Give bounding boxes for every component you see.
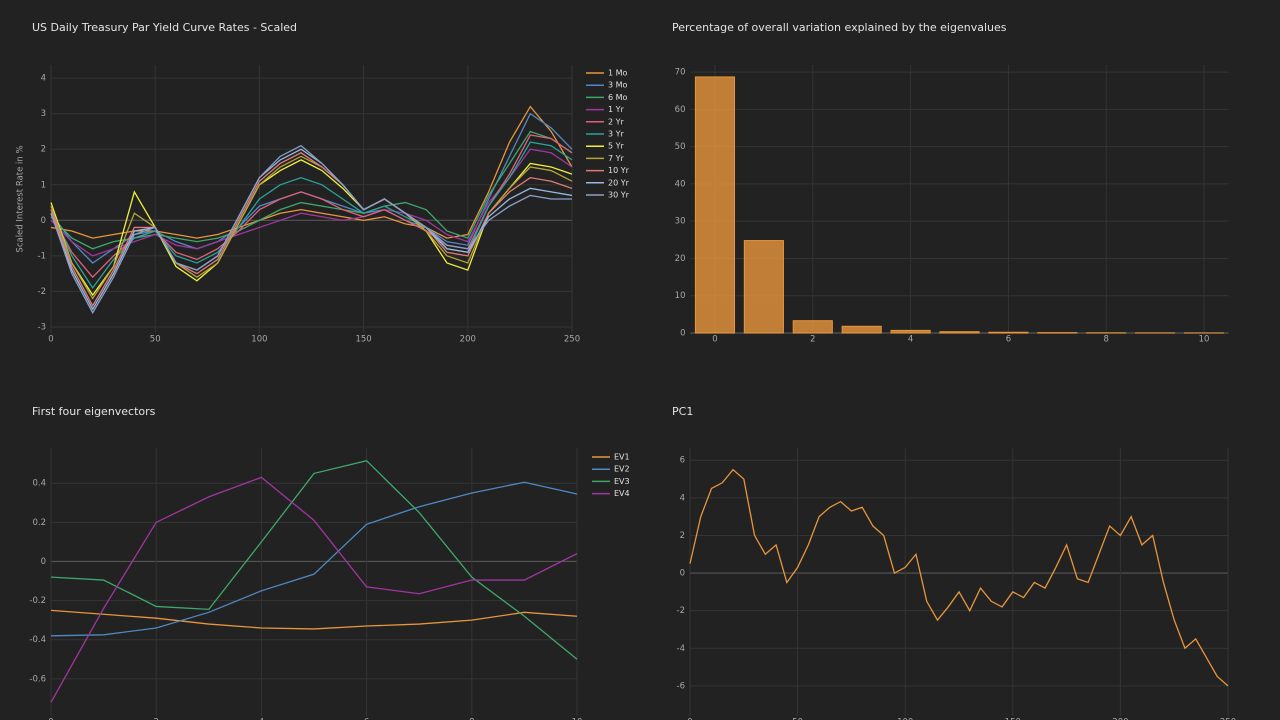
x-tick-label: 200 <box>460 335 476 345</box>
x-tick-label: 2 <box>810 335 815 345</box>
y-tick-label: 30 <box>675 217 686 227</box>
legend-label: EV1 <box>614 453 630 462</box>
x-tick-label: 8 <box>469 718 474 720</box>
y-tick-label: 0.4 <box>32 479 46 489</box>
y-tick-label: 6 <box>680 456 685 466</box>
legend-label: 3 Yr <box>608 130 625 139</box>
chart-title: PC1 <box>672 405 693 418</box>
bar <box>890 329 931 334</box>
y-tick-label: 60 <box>675 105 686 115</box>
legend-label: EV2 <box>614 465 630 474</box>
y-tick-label: -0.4 <box>29 635 46 645</box>
legend-label: EV4 <box>614 489 630 498</box>
bar <box>792 320 833 334</box>
chart-title: First four eigenvectors <box>32 405 156 418</box>
x-tick-label: 250 <box>1220 718 1236 720</box>
legend-label: 10 Yr <box>608 166 630 175</box>
y-tick-label: 0 <box>41 557 46 567</box>
y-tick-label: 4 <box>41 74 46 84</box>
x-tick-label: 250 <box>564 335 580 345</box>
y-tick-label: -2 <box>677 606 685 616</box>
x-tick-label: 10 <box>1199 335 1210 345</box>
line-series <box>50 609 578 630</box>
y-tick-label: 0 <box>41 216 46 226</box>
y-tick-label: -6 <box>677 681 685 691</box>
y-axis-title: Scaled Interest Rate in % <box>16 145 26 252</box>
y-tick-label: -3 <box>38 322 46 332</box>
y-tick-label: 1 <box>41 180 46 190</box>
x-tick-label: 6 <box>364 718 369 720</box>
x-tick-label: 50 <box>792 718 803 720</box>
line-series <box>50 460 578 660</box>
y-tick-label: 20 <box>675 254 686 264</box>
bar <box>694 76 736 334</box>
legend-label: EV3 <box>614 477 630 486</box>
x-tick-label: 0 <box>712 335 717 345</box>
legend-label: 1 Yr <box>608 105 625 114</box>
legend-label: 20 Yr <box>608 178 630 187</box>
chart-title: Percentage of overall variation explaine… <box>672 21 1007 34</box>
chart-title: US Daily Treasury Par Yield Curve Rates … <box>32 21 297 34</box>
line-series <box>689 468 1229 687</box>
y-tick-label: -0.2 <box>29 596 46 606</box>
legend-label: 6 Mo <box>608 93 628 102</box>
line-series <box>50 476 578 703</box>
legend-label: 1 Mo <box>608 69 628 78</box>
x-tick-label: 100 <box>251 335 267 345</box>
y-tick-label: 0 <box>680 569 685 579</box>
y-tick-label: 10 <box>675 291 686 301</box>
y-tick-label: -1 <box>38 251 46 261</box>
x-tick-label: 0 <box>48 335 53 345</box>
legend-label: 7 Yr <box>608 154 625 163</box>
y-tick-label: -4 <box>677 644 685 654</box>
line-series <box>50 148 573 257</box>
legend-label: 3 Mo <box>608 81 628 90</box>
legend-label: 2 Yr <box>608 117 625 126</box>
line-series <box>50 481 578 637</box>
bar <box>743 240 784 334</box>
x-tick-label: 10 <box>572 718 583 720</box>
x-tick-label: 100 <box>897 718 913 720</box>
y-tick-label: -0.6 <box>29 674 46 684</box>
x-tick-label: 6 <box>1006 335 1011 345</box>
legend-label: 30 Yr <box>608 191 630 200</box>
y-tick-label: 3 <box>41 109 46 119</box>
line-series <box>50 141 573 290</box>
x-tick-label: 50 <box>150 335 161 345</box>
line-series <box>50 155 573 300</box>
x-tick-label: 200 <box>1112 718 1128 720</box>
y-tick-label: -2 <box>38 287 46 297</box>
bar <box>988 331 1029 334</box>
y-tick-label: 4 <box>680 493 685 503</box>
y-tick-label: 2 <box>680 531 685 541</box>
x-tick-label: 2 <box>153 718 158 720</box>
line-series <box>50 144 572 315</box>
y-tick-label: 70 <box>675 68 686 78</box>
x-tick-label: 150 <box>1005 718 1021 720</box>
line-series <box>50 152 573 307</box>
x-tick-label: 8 <box>1104 335 1109 345</box>
line-series <box>50 148 573 311</box>
bar <box>841 325 882 334</box>
y-tick-label: 0.2 <box>32 518 46 528</box>
x-tick-label: 0 <box>48 718 53 720</box>
x-tick-label: 4 <box>908 335 913 345</box>
x-tick-label: 150 <box>355 335 371 345</box>
x-tick-label: 4 <box>259 718 264 720</box>
y-tick-label: 2 <box>41 145 46 155</box>
bar <box>939 331 980 334</box>
legend-label: 5 Yr <box>608 142 625 151</box>
x-tick-label: 0 <box>687 718 692 720</box>
y-tick-label: 50 <box>675 142 686 152</box>
line-series <box>50 105 573 239</box>
y-tick-label: 40 <box>675 179 686 189</box>
y-tick-label: 0 <box>680 329 685 339</box>
